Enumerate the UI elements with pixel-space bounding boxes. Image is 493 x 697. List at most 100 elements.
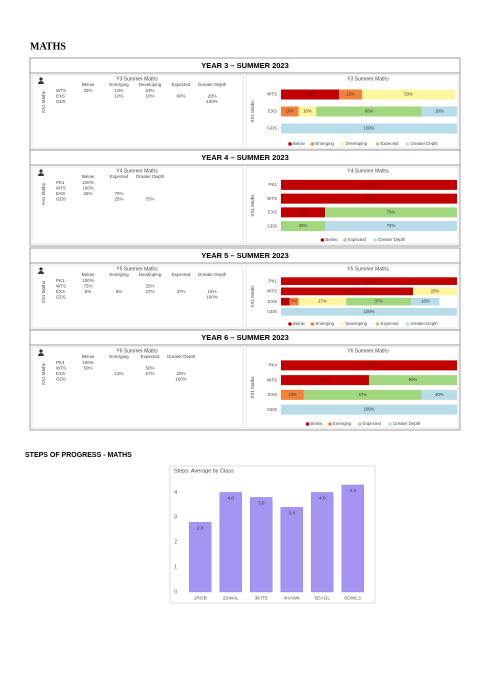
axis-label: KS1 Maths	[250, 285, 255, 308]
row-label: WTS	[56, 366, 66, 371]
legend-label: Below	[293, 141, 306, 146]
data-label: 5%	[291, 299, 297, 304]
bar-segment	[325, 207, 457, 218]
table-cell: 60%	[176, 94, 185, 99]
table-cell: 100%	[82, 278, 94, 283]
y-tick-label: EXS	[268, 392, 277, 397]
legend-swatch	[343, 238, 347, 242]
bar-segment	[413, 287, 457, 296]
bar-segment	[289, 297, 299, 306]
row-label: GDS	[56, 99, 66, 104]
y-tick-label: EXS	[268, 299, 277, 304]
legend-swatch	[405, 142, 410, 146]
table-cell: 67%	[145, 371, 154, 376]
table-cell: 75%	[145, 197, 154, 202]
y-tick-label: GDS	[267, 223, 277, 228]
data-label: 25%	[431, 288, 440, 293]
chart-panel	[245, 346, 459, 429]
bar	[341, 484, 364, 593]
table-title: Y4 Summer Maths	[116, 168, 158, 174]
row-label: PK4	[56, 360, 65, 365]
section-title: YEAR 5 – SUMMER 2023	[201, 251, 289, 260]
user-icon	[39, 267, 43, 271]
bar-segment	[281, 375, 369, 386]
y-tick-label: GDS	[267, 407, 277, 412]
row-label: GDS	[56, 377, 66, 382]
bar-segment	[281, 179, 457, 190]
legend-label: Expected	[381, 321, 400, 326]
data-label: 13%	[346, 92, 355, 97]
row-label: EXS	[56, 289, 65, 294]
axis-label: KS1 Maths	[41, 90, 46, 113]
bar-segment	[411, 297, 440, 306]
x-tick-label: 2SWAL	[223, 595, 239, 601]
bar-segment	[281, 106, 299, 117]
column-header: Below	[82, 354, 95, 359]
legend-label: Developing	[346, 321, 368, 326]
table-cell: 100%	[206, 295, 218, 300]
user-icon	[39, 169, 43, 173]
bar-segment	[281, 287, 413, 296]
bar-segment	[281, 89, 340, 100]
data-label: 100%	[364, 126, 375, 131]
bar-segment	[281, 277, 457, 285]
y-tick-label: WTS	[267, 377, 277, 382]
row-label: EXS	[56, 94, 65, 99]
section-title: YEAR 6 – SUMMER 2023	[201, 333, 289, 342]
page-title: MATHS	[30, 41, 66, 52]
data-label: 4.3	[349, 488, 356, 494]
column-header: Below	[82, 272, 95, 277]
legend-swatch	[373, 238, 377, 242]
legend-swatch	[310, 142, 315, 146]
bar-segment	[281, 207, 325, 218]
bar-segment	[281, 297, 290, 306]
table-cell: 16%	[207, 289, 216, 294]
table-title: Y3 Summer Maths	[116, 76, 158, 82]
y-tick-label: GDS	[267, 126, 277, 131]
table-cell: 75%	[114, 191, 123, 196]
row-label: PK1	[56, 180, 65, 185]
table-cell: 100%	[82, 180, 94, 185]
column-header: Emerging	[109, 272, 129, 277]
table-cell: 37%	[176, 289, 185, 294]
y-tick-label: WTS	[267, 289, 277, 294]
x-tick-label: 3KITE	[255, 595, 268, 601]
y-tick-label: EXS	[268, 210, 277, 215]
table-cell: 50%	[83, 366, 92, 371]
legend-label: Below	[326, 237, 339, 242]
axis-label: KS1 Maths	[250, 100, 255, 123]
column-header: Expected	[172, 272, 191, 277]
legend-swatch	[328, 422, 332, 426]
data-label: 100%	[364, 362, 375, 367]
table-cell: 100%	[175, 377, 187, 382]
data-label: 3.8	[258, 501, 265, 507]
y-tick-label: WTS	[267, 92, 277, 97]
y-tick-label: PK4	[268, 363, 277, 368]
legend-swatch	[288, 322, 292, 326]
table-cell: 20%	[176, 371, 185, 376]
table-cell: 100%	[206, 99, 218, 104]
chart-title: Y4 Summer Maths	[347, 168, 389, 174]
legend-swatch	[388, 422, 392, 426]
table-title: Y5 Summer Maths	[116, 266, 158, 272]
legend-swatch	[288, 142, 292, 146]
axis-label: KS1 Maths	[250, 194, 255, 217]
table-cell: 100%	[82, 186, 94, 191]
data-label: 75%	[343, 288, 352, 293]
bar-segment	[303, 389, 422, 400]
axis-label: KS1 Maths	[41, 280, 46, 303]
legend-label: Greater Depth	[378, 237, 406, 242]
user-icon	[39, 77, 43, 81]
bar-segment	[316, 106, 422, 117]
axis-label: KS1 Maths	[250, 376, 255, 399]
table-cell: 75%	[83, 284, 92, 289]
column-header: Below	[82, 174, 95, 179]
data-label: 100%	[364, 309, 375, 314]
row-label: EXS	[56, 191, 65, 196]
legend-swatch	[358, 422, 362, 426]
column-header: Expected	[141, 354, 160, 359]
column-header: Emerging	[109, 82, 129, 87]
table-cell: 25%	[145, 284, 154, 289]
data-label: 25%	[299, 223, 308, 228]
column-header: Below	[82, 82, 95, 87]
